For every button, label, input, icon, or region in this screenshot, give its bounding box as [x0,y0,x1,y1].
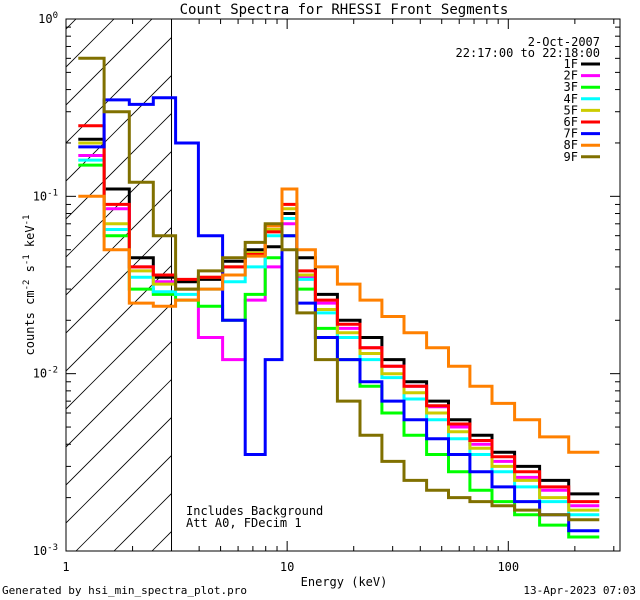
series-5f [78,141,600,512]
hatch-line [66,19,115,68]
y-axis-label: counts cm-2 s-1 keV-1 [22,215,37,356]
legend-label: 8F [564,138,578,152]
legend-label: 6F [564,115,578,129]
series-layer [78,56,600,539]
hatch-line [75,454,172,551]
y-tick-label: 10-3 [33,543,58,558]
hatch-line [66,416,172,524]
x-axis-label: Energy (keV) [301,575,388,589]
legend-label: 1F [564,57,578,71]
hatch-line [66,226,172,334]
x-tick-label: 100 [497,560,519,574]
hatch-line [66,74,172,182]
legend-label: 5F [564,103,578,117]
timestamp-label: 13-Apr-2023 07:03 [523,584,636,597]
hatch-line [66,378,172,486]
legend-time-range: 22:17:00 to 22:18:00 [456,46,601,60]
annotation-attenuator: Att A0, FDecim 1 [186,516,302,530]
hatch-line [66,340,172,448]
hatch-line [66,36,172,144]
legend-label: 9F [564,150,578,164]
y-tick-label: 100 [38,11,58,26]
x-tick-label: 10 [280,560,294,574]
plot-frame [65,18,621,552]
hatched-region [0,19,640,551]
hatch-line [66,302,172,410]
hatch-line [113,492,172,551]
legend-label: 3F [564,80,578,94]
series-9f [78,56,600,522]
generated-by-label: Generated by hsi_min_spectra_plot.pro [2,584,247,597]
legend: 2-Oct-2007 22:17:00 to 22:18:00 1F2F3F4F… [456,35,601,164]
legend-label: 7F [564,127,578,141]
x-tick-label: 1 [62,560,69,574]
y-tick-label: 10-1 [33,188,58,203]
hatch-line [0,19,38,551]
hatch-line [66,19,77,30]
legend-label: 4F [564,92,578,106]
series-7f [78,96,600,533]
series-6f [78,124,600,504]
annotation-background: Includes Background [186,504,323,518]
series-3f [78,163,600,539]
chart-title: Count Spectra for RHESSI Front Segments [180,2,509,18]
legend-date: 2-Oct-2007 [528,35,600,49]
y-tick-label: 10-2 [33,366,58,381]
hatch-line [228,19,640,551]
hatch-line [66,112,172,220]
series-8f [78,187,600,454]
axis-ticks [65,18,620,552]
hatch-line [66,188,172,296]
legend-label: 2F [564,69,578,83]
